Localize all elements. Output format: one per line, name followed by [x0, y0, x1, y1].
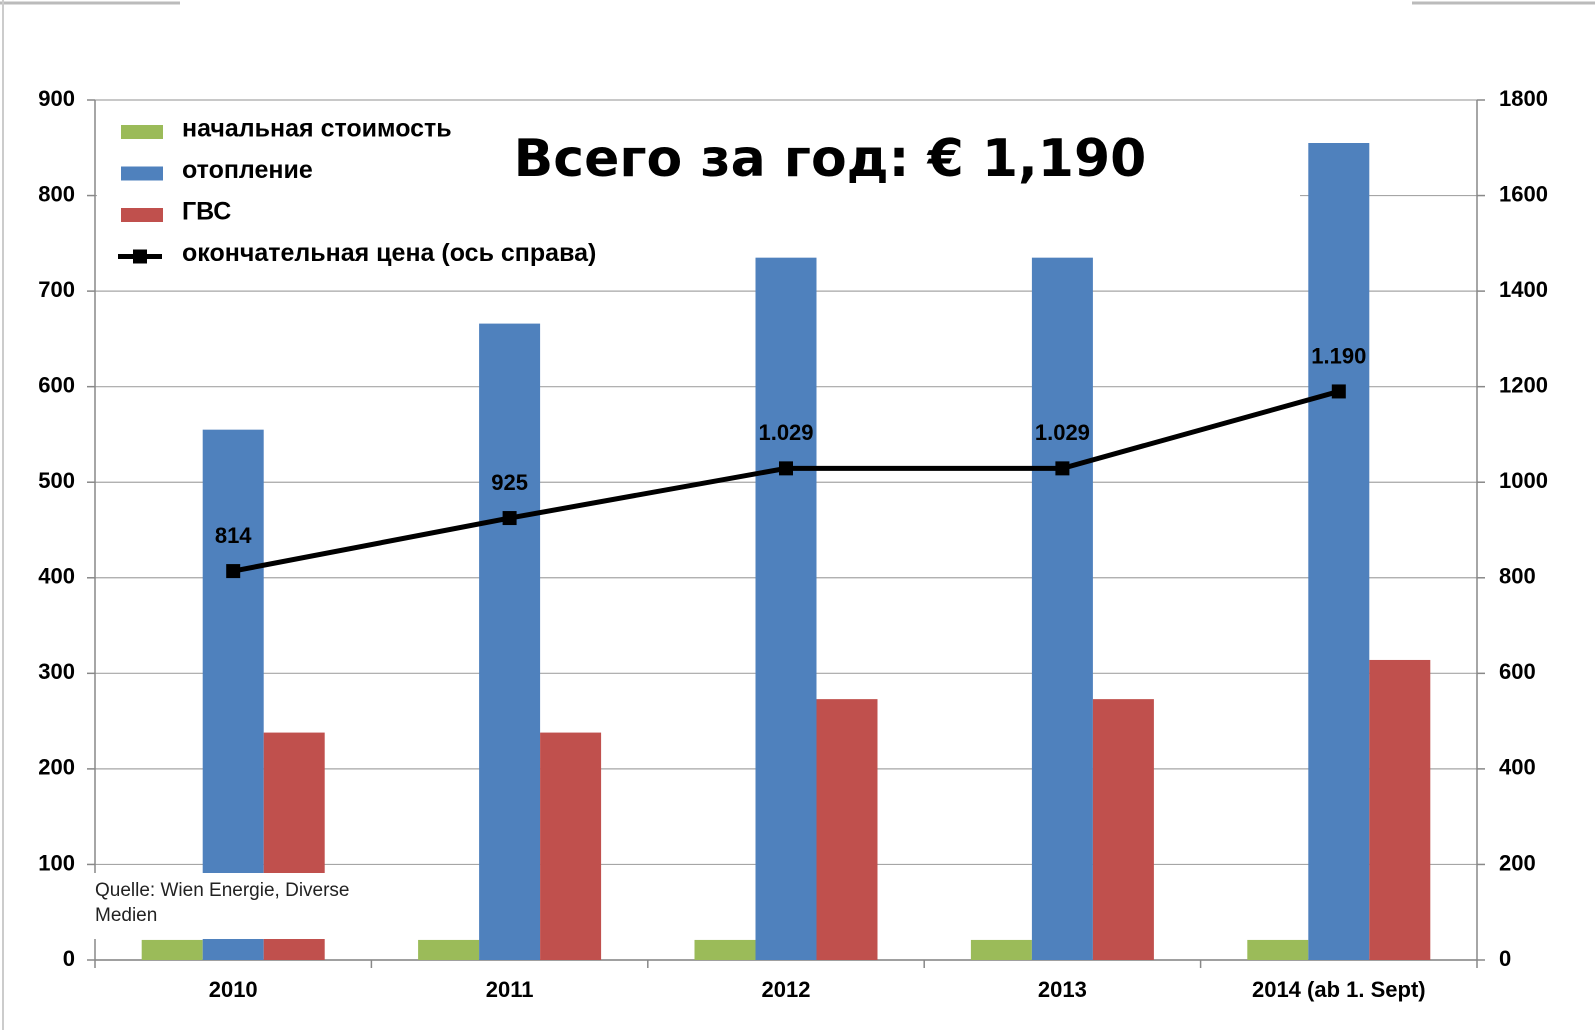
source-box [90, 873, 470, 939]
y-tick-label: 300 [38, 659, 75, 684]
title-box [540, 101, 1300, 218]
x-tick-label: 2011 [486, 977, 534, 1002]
line-marker [1055, 461, 1070, 476]
line-marker [226, 564, 241, 579]
bars [141, 143, 1431, 961]
legend-swatch [121, 125, 163, 139]
bar [202, 429, 264, 961]
bar [1031, 257, 1093, 961]
y-tick-label: 500 [38, 468, 75, 493]
y-tick-label: 0 [63, 946, 75, 971]
data-label: 925 [491, 470, 528, 495]
bar [540, 732, 602, 960]
y-tick-label: 800 [38, 181, 75, 206]
x-tick-label: 2012 [762, 977, 811, 1002]
y2-tick-label: 600 [1499, 659, 1536, 684]
y2-tick-label: 400 [1499, 755, 1536, 780]
y-tick-label: 200 [38, 755, 75, 780]
legend-label: отопление [182, 156, 313, 184]
y-tick-label: 700 [38, 277, 75, 302]
x-tick-label: 2014 (ab 1. Sept) [1252, 977, 1426, 1002]
x-tick-label: 2010 [209, 977, 258, 1002]
data-label: 814 [215, 523, 252, 548]
line-marker [779, 461, 793, 476]
bar [1308, 143, 1370, 960]
bar [1247, 939, 1309, 960]
line-marker [1331, 384, 1346, 399]
y2-tick-label: 200 [1499, 850, 1536, 875]
legend-label: окончательная цена (ось справа) [182, 239, 596, 267]
bar [479, 323, 541, 961]
bar [1092, 699, 1154, 960]
y2-tick-label: 1200 [1499, 372, 1548, 397]
bar [418, 939, 480, 960]
y-tick-label: 600 [38, 372, 75, 397]
source-note: Quelle: Wien Energie, Diverse Medien [95, 880, 350, 926]
y2-tick-label: 800 [1499, 564, 1536, 589]
y2-tick-label: 1000 [1499, 468, 1548, 493]
bar [816, 699, 878, 960]
legend-swatch [121, 208, 163, 222]
source-line: Medien [95, 905, 157, 926]
data-label: 1.190 [1311, 343, 1366, 368]
x-tick-label: 2013 [1038, 977, 1087, 1002]
legend-swatch [121, 166, 163, 181]
y2-tick-label: 1800 [1499, 86, 1548, 111]
bar [1369, 659, 1431, 960]
legend-box [97, 230, 692, 275]
overlay: 2010 2011 2012 2013 2014 (ab 1. Sept) 814 925 1… [90, 101, 1426, 1002]
legend-label: начальная стоимость [182, 115, 452, 143]
legend-label: ГВС [182, 198, 231, 226]
chart-title: Всего за год: € 1,190 [514, 129, 1147, 189]
bar [755, 257, 817, 961]
line-marker [502, 511, 517, 526]
bar [141, 939, 203, 960]
bar [694, 939, 756, 960]
y2-tick-label: 0 [1499, 946, 1511, 971]
y-tick-label: 400 [38, 564, 75, 589]
bar [970, 939, 1032, 960]
legend-marker [133, 249, 147, 264]
y2-tick-label: 1600 [1499, 181, 1548, 206]
data-label: 1.029 [758, 420, 813, 445]
data-label: 1.029 [1035, 420, 1090, 445]
y2-tick-label: 1400 [1499, 277, 1548, 302]
y-tick-label: 100 [38, 850, 75, 875]
y-tick-label: 900 [38, 86, 75, 111]
source-line: Quelle: Wien Energie, Diverse [95, 880, 350, 901]
